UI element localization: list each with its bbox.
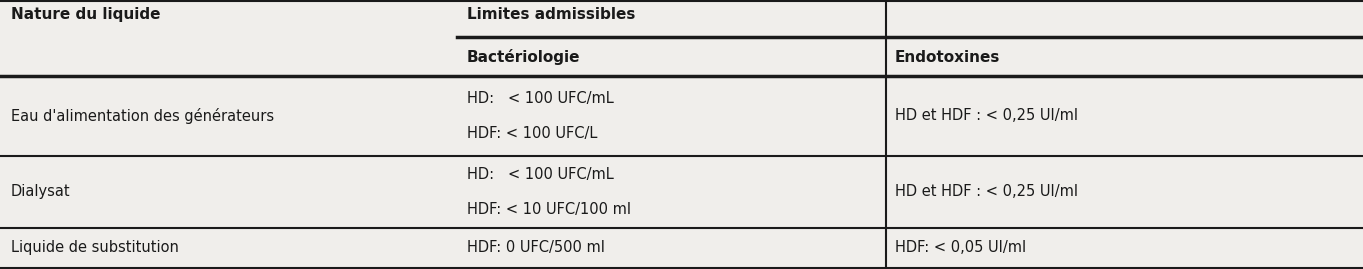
Text: HD et HDF : < 0,25 UI/ml: HD et HDF : < 0,25 UI/ml: [895, 184, 1078, 199]
Text: HDF: < 10 UFC/100 ml: HDF: < 10 UFC/100 ml: [466, 201, 631, 217]
Text: Dialysat: Dialysat: [11, 184, 71, 199]
Text: Eau d'alimentation des générateurs: Eau d'alimentation des générateurs: [11, 108, 274, 124]
Text: Nature du liquide: Nature du liquide: [11, 7, 161, 22]
Text: HD et HDF : < 0,25 UI/ml: HD et HDF : < 0,25 UI/ml: [895, 108, 1078, 123]
Text: HD:   < 100 UFC/mL: HD: < 100 UFC/mL: [466, 91, 613, 106]
Text: Liquide de substitution: Liquide de substitution: [11, 240, 179, 255]
Text: HDF: 0 UFC/500 ml: HDF: 0 UFC/500 ml: [466, 240, 604, 255]
Text: HD:   < 100 UFC/mL: HD: < 100 UFC/mL: [466, 167, 613, 182]
Text: Limites admissibles: Limites admissibles: [466, 7, 635, 22]
Text: Bactériologie: Bactériologie: [466, 49, 581, 65]
Text: HDF: < 100 UFC/L: HDF: < 100 UFC/L: [466, 126, 597, 141]
Text: HDF: < 0,05 UI/ml: HDF: < 0,05 UI/ml: [895, 240, 1026, 255]
Text: Endotoxines: Endotoxines: [895, 50, 1000, 65]
